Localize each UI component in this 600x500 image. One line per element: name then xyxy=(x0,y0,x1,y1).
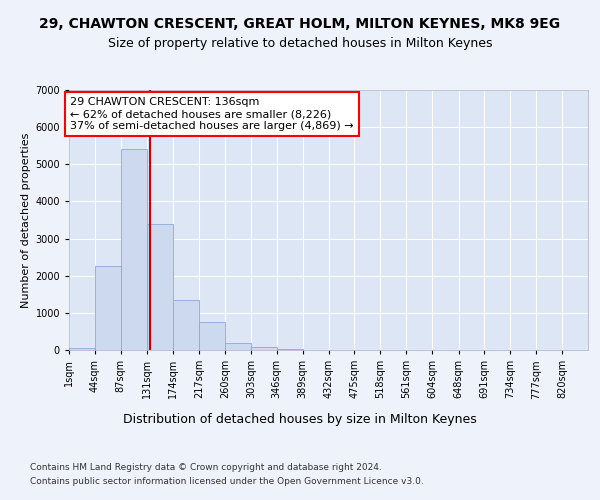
Text: Contains HM Land Registry data © Crown copyright and database right 2024.: Contains HM Land Registry data © Crown c… xyxy=(30,462,382,471)
Bar xyxy=(199,322,225,350)
Bar xyxy=(225,344,251,350)
Bar xyxy=(251,347,277,350)
Bar xyxy=(95,266,121,350)
Text: Contains public sector information licensed under the Open Government Licence v3: Contains public sector information licen… xyxy=(30,478,424,486)
Bar xyxy=(147,224,173,350)
Bar xyxy=(69,348,95,350)
Bar xyxy=(121,150,147,350)
Text: 29 CHAWTON CRESCENT: 136sqm
← 62% of detached houses are smaller (8,226)
37% of : 29 CHAWTON CRESCENT: 136sqm ← 62% of det… xyxy=(70,98,354,130)
Y-axis label: Number of detached properties: Number of detached properties xyxy=(21,132,31,308)
Text: Size of property relative to detached houses in Milton Keynes: Size of property relative to detached ho… xyxy=(108,38,492,51)
Bar xyxy=(173,300,199,350)
Text: 29, CHAWTON CRESCENT, GREAT HOLM, MILTON KEYNES, MK8 9EG: 29, CHAWTON CRESCENT, GREAT HOLM, MILTON… xyxy=(40,18,560,32)
Text: Distribution of detached houses by size in Milton Keynes: Distribution of detached houses by size … xyxy=(123,412,477,426)
